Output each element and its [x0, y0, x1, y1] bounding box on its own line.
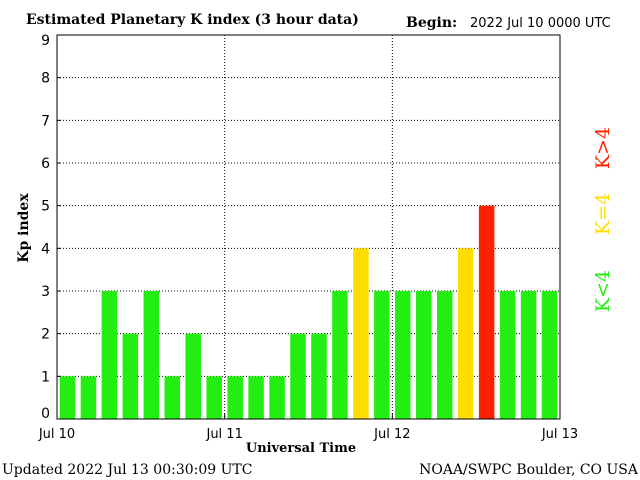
- y-tick-label: 7: [41, 113, 50, 129]
- kp-bar: [311, 333, 327, 419]
- kp-bar: [164, 376, 181, 419]
- kp-bar: [395, 291, 411, 419]
- kp-bar: [436, 291, 453, 419]
- kp-bar: [374, 291, 390, 419]
- kp-bar: [520, 291, 537, 419]
- grid-lines: [57, 35, 560, 419]
- data-source: NOAA/SWPC Boulder, CO USA: [419, 462, 639, 478]
- x-tick-label: Jul 12: [373, 427, 410, 442]
- begin-value: 2022 Jul 10 0000 UTC: [470, 16, 611, 31]
- y-tick-label: 1: [41, 369, 50, 385]
- y-tick-label: 8: [41, 71, 50, 87]
- kp-bar: [457, 248, 474, 419]
- kp-bar: [101, 291, 118, 419]
- kp-bar: [290, 333, 306, 419]
- y-axis-label: Kp index: [16, 193, 32, 263]
- kp-bar: [499, 291, 516, 419]
- x-tick-label: Jul 13: [541, 427, 578, 442]
- x-tick-label: Jul 10: [38, 427, 75, 442]
- kp-bar: [541, 291, 558, 419]
- y-tick-label: 3: [41, 284, 50, 300]
- begin-label: Begin:: [406, 15, 457, 31]
- kp-bar: [143, 291, 160, 419]
- y-tick-label: 9: [41, 33, 50, 49]
- kp-bar: [227, 376, 243, 419]
- y-tick-label: 4: [41, 241, 50, 257]
- chart-title: Estimated Planetary K index (3 hour data…: [26, 12, 359, 28]
- x-tick-label: Jul 11: [205, 427, 242, 442]
- kp-bar: [332, 291, 348, 419]
- kp-bar: [80, 376, 97, 419]
- kp-bar: [206, 376, 222, 419]
- x-tick-labels: Jul 10 Jul 11 Jul 12 Jul 13: [38, 414, 578, 442]
- kp-bar: [185, 333, 201, 419]
- kp-bar: [416, 291, 432, 419]
- kp-bar: [269, 376, 285, 419]
- bars-group: [59, 205, 558, 419]
- y-tick-labels: 0 1 2 3 4 5 6 7 8 9: [41, 33, 61, 422]
- updated-timestamp: Updated 2022 Jul 13 00:30:09 UTC: [2, 462, 252, 478]
- y-tick-label: 0: [41, 406, 50, 422]
- y-tick-label: 2: [41, 327, 50, 343]
- kp-bar: [353, 248, 369, 419]
- kp-bar: [478, 205, 495, 419]
- y-tick-label: 6: [41, 156, 50, 172]
- y-tick-label: 5: [41, 199, 50, 215]
- x-axis-label: Universal Time: [246, 441, 356, 456]
- legend-high: K>4: [592, 127, 614, 169]
- kp-bar: [59, 376, 76, 419]
- plot-frame: [56, 34, 561, 420]
- legend-mid: K=4: [592, 193, 614, 235]
- legend-low: K<4: [592, 270, 614, 312]
- kp-bar: [122, 333, 139, 419]
- kp-bar: [248, 376, 264, 419]
